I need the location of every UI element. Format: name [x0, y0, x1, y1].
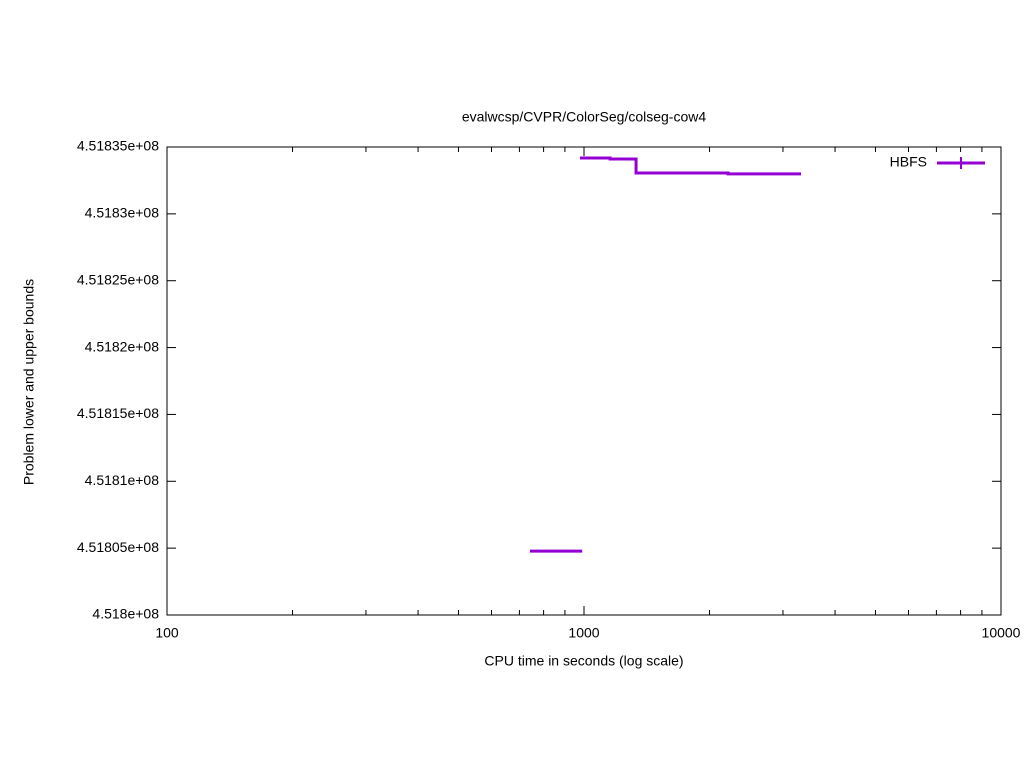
x-tick-label: 10000	[982, 625, 1021, 641]
y-tick-label: 4.51815e+08	[77, 405, 159, 421]
plot-frame	[166, 146, 1002, 616]
y-tick-label: 4.51835e+08	[77, 138, 159, 154]
y-axis-label: Problem lower and upper bounds	[21, 279, 37, 485]
y-tick-label: 4.5182e+08	[85, 338, 160, 354]
x-axis-label: CPU time in seconds (log scale)	[484, 653, 683, 669]
y-tick-label: 4.51805e+08	[77, 539, 159, 555]
upper-bound-line	[579, 156, 802, 176]
legend-label: HBFS	[890, 154, 927, 170]
chart-title: evalwcsp/CVPR/ColorSeg/colseg-cow4	[462, 109, 707, 125]
y-tick-label: 4.51825e+08	[77, 271, 159, 287]
x-tick-label: 1000	[568, 625, 599, 641]
y-tick-label: 4.518e+08	[92, 606, 159, 622]
y-tick-label: 4.5183e+08	[85, 205, 160, 221]
x-tick-label: 100	[155, 625, 179, 641]
y-tick-label: 4.5181e+08	[85, 472, 160, 488]
